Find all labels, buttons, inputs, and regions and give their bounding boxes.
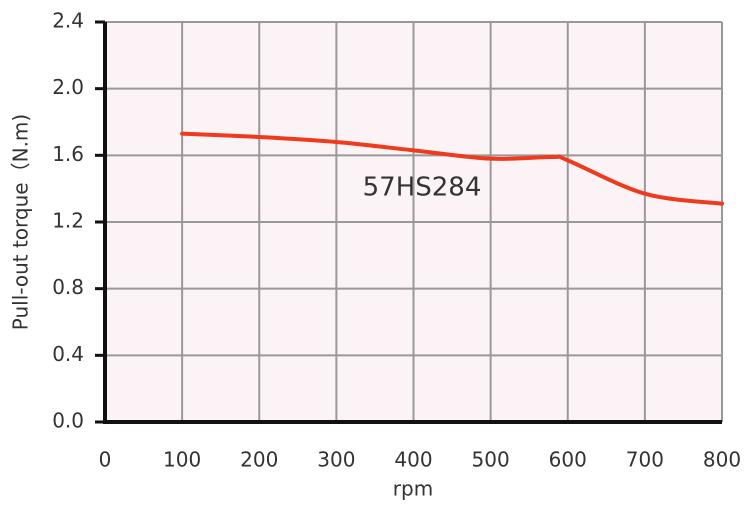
x-tick-label: 400 xyxy=(394,448,432,472)
x-tick-label: 800 xyxy=(703,448,741,472)
x-tick-label: 700 xyxy=(626,448,664,472)
x-tick-label: 0 xyxy=(99,448,112,472)
annotation: 57HS284 xyxy=(363,173,482,203)
x-tick-label: 600 xyxy=(549,448,587,472)
y-tick-label: 0.0 xyxy=(52,409,84,433)
line-series xyxy=(180,131,724,206)
y-tick-label: 0.8 xyxy=(52,275,84,299)
y-tick-label: 2.4 xyxy=(52,9,84,33)
x-tick-label: 500 xyxy=(472,448,510,472)
x-tick-label: 300 xyxy=(317,448,355,472)
x-tick-label: 100 xyxy=(163,448,201,472)
y-tick-label: 1.6 xyxy=(52,142,84,166)
y-tick-label: 2.0 xyxy=(52,75,84,99)
x-axis-label: rpm xyxy=(393,477,433,501)
x-tick-label: 200 xyxy=(240,448,278,472)
y-tick-label: 1.2 xyxy=(52,209,84,233)
y-tick-label: 0.4 xyxy=(52,342,84,366)
y-axis-label: Pull-out torque（N.m) xyxy=(9,114,33,330)
